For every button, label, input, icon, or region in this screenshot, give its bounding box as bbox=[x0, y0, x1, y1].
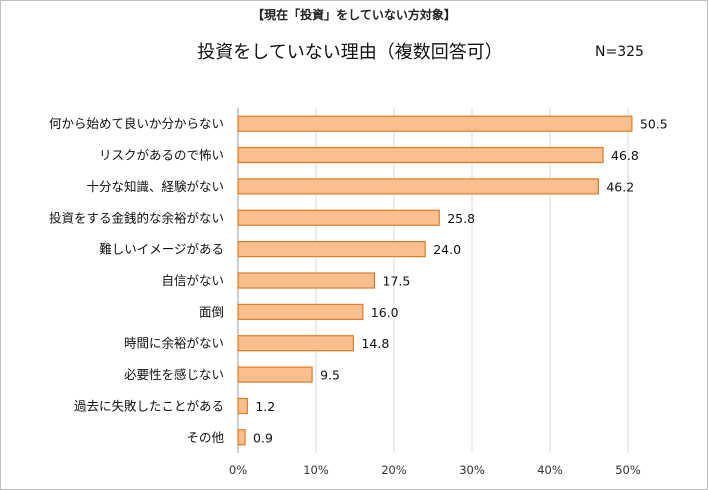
category-label: 必要性を感じない bbox=[124, 367, 224, 382]
bar bbox=[237, 429, 246, 446]
data-label: 46.8 bbox=[611, 148, 639, 163]
x-tick-labels: 0% 10% 20% 30% 40% 50% bbox=[229, 463, 641, 477]
bar bbox=[237, 115, 633, 132]
data-label: 24.0 bbox=[433, 242, 461, 257]
category-label: 投資をする金銭的な余裕がない bbox=[49, 210, 224, 225]
category-label: 時間に余裕がない bbox=[124, 336, 224, 351]
category-label: 何から始めて良いか分からない bbox=[49, 116, 224, 131]
data-label: 16.0 bbox=[371, 305, 399, 320]
data-label: 17.5 bbox=[383, 274, 411, 289]
data-label: 14.8 bbox=[361, 336, 389, 351]
bar bbox=[237, 272, 376, 289]
x-tick-label: 40% bbox=[537, 463, 563, 477]
data-label: 9.5 bbox=[320, 368, 340, 383]
bar bbox=[237, 241, 426, 258]
bar bbox=[237, 397, 248, 415]
category-labels: 何から始めて良いか分からないリスクがあるので怖い十分な知識、経験がない投資をする… bbox=[49, 116, 225, 445]
category-label: 自信がない bbox=[161, 273, 224, 288]
bar bbox=[237, 303, 364, 320]
category-label: その他 bbox=[186, 430, 224, 445]
category-label: 過去に失敗したことがある bbox=[74, 398, 224, 413]
data-label: 25.8 bbox=[447, 211, 475, 226]
data-label: 1.2 bbox=[255, 399, 275, 414]
bar bbox=[237, 366, 313, 383]
chart-subtitle: 【現在「投資」をしていない方対象】 bbox=[252, 8, 456, 22]
x-tick-label: 20% bbox=[381, 463, 407, 477]
x-tick-label: 0% bbox=[229, 463, 247, 477]
data-label: 0.9 bbox=[253, 430, 273, 445]
data-label: 46.2 bbox=[606, 179, 634, 194]
x-tick-label: 30% bbox=[459, 463, 485, 477]
chart-title: 投資をしていない理由（複数回答可） bbox=[197, 42, 503, 63]
bar bbox=[237, 209, 440, 226]
data-label: 50.5 bbox=[640, 117, 668, 132]
category-label: 十分な知識、経験がない bbox=[86, 179, 224, 194]
bar bbox=[237, 335, 355, 352]
x-tick-label: 10% bbox=[303, 463, 329, 477]
category-label: 面倒 bbox=[199, 304, 224, 319]
bar bbox=[237, 178, 599, 195]
sample-size-label: N=325 bbox=[595, 44, 644, 60]
category-label: 難しいイメージがある bbox=[99, 242, 224, 257]
category-label: リスクがあるので怖い bbox=[99, 148, 224, 163]
bars bbox=[237, 115, 633, 446]
value-labels: 50.5 46.8 46.2 25.8 24.0 17.5 16.0 14.8 9.5 1.2 0.… bbox=[253, 117, 668, 446]
x-tick-label: 50% bbox=[615, 463, 641, 477]
bar bbox=[237, 146, 604, 164]
